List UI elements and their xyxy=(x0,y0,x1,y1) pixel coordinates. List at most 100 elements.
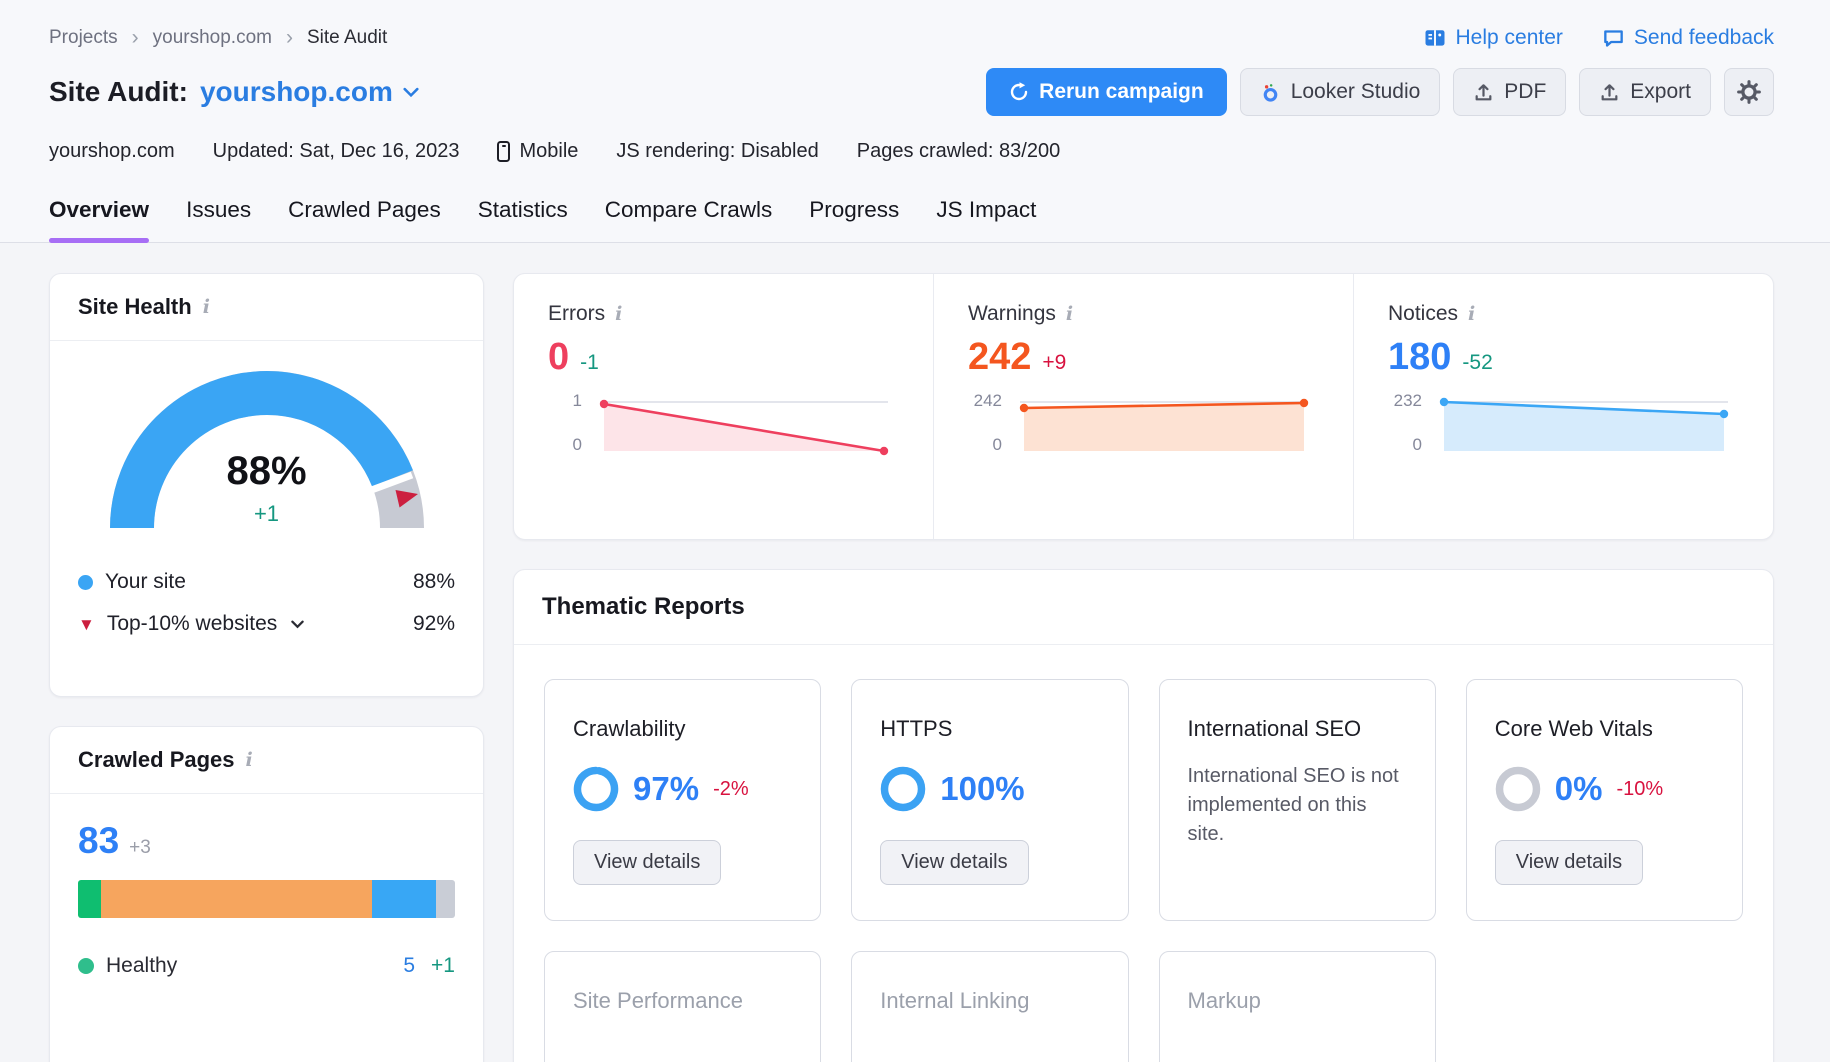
markup-title: Markup xyxy=(1187,988,1261,1013)
site-health-change: +1 xyxy=(253,501,280,526)
mobile-icon xyxy=(497,141,511,162)
core-web-vitals-change: -10% xyxy=(1616,777,1664,800)
legend-your-site-label: Your site xyxy=(105,570,186,593)
tab-crawled-pages[interactable]: Crawled Pages xyxy=(288,197,441,222)
legend-top10-value: 92% xyxy=(412,612,455,635)
rerun-campaign-button[interactable]: Rerun campaign xyxy=(986,68,1227,116)
bar-segment-issues[interactable] xyxy=(100,880,373,918)
crawled-pages-change: +3 xyxy=(129,837,151,858)
rerun-campaign-label: Rerun campaign xyxy=(1039,80,1204,103)
https-view-details-button[interactable]: View details xyxy=(880,840,1029,885)
meta-device-label: Mobile xyxy=(519,140,579,162)
crawlability-card: Crawlability 97% -2% View details xyxy=(544,679,822,921)
page-title-prefix: Site Audit: xyxy=(49,76,188,107)
breadcrumb-separator-icon: › xyxy=(285,26,293,49)
crawlability-title: Crawlability xyxy=(573,716,686,741)
tab-statistics[interactable]: Statistics xyxy=(477,197,568,222)
markup-card: Markup xyxy=(1158,951,1436,1062)
export-label: Export xyxy=(1630,80,1691,103)
info-icon[interactable]: i xyxy=(1468,302,1476,325)
page-title: Site Audit: yourshop.com xyxy=(49,76,419,108)
breadcrumb-projects[interactable]: Projects xyxy=(49,27,118,48)
warnings-axis-top: 242 xyxy=(973,391,1002,410)
book-icon xyxy=(1424,29,1446,48)
warnings-metric: Warnings i 242 +9 242 0 xyxy=(933,274,1353,539)
breadcrumb-current: Site Audit xyxy=(306,27,388,48)
project-selector-label: yourshop.com xyxy=(199,76,393,107)
speech-bubble-icon xyxy=(1603,29,1624,48)
green-dot-icon xyxy=(78,958,94,974)
warnings-label: Warnings xyxy=(968,302,1056,325)
donut-ring-icon xyxy=(1495,766,1541,812)
donut-ring-icon xyxy=(880,766,926,812)
project-selector[interactable]: yourshop.com xyxy=(200,76,419,108)
healthy-count-link[interactable]: 5 xyxy=(403,954,416,977)
send-feedback-link[interactable]: Send feedback xyxy=(1603,26,1774,50)
thematic-reports-card: Thematic Reports Crawlability 97% -2% Vi… xyxy=(513,569,1774,1062)
crawled-pages-card: Crawled Pages i 83 +3 Healthy 5 xyxy=(49,726,484,1062)
chevron-down-icon[interactable] xyxy=(291,620,304,629)
crawlability-change: -2% xyxy=(713,777,749,800)
info-icon[interactable]: i xyxy=(202,295,210,318)
breadcrumb-project[interactable]: yourshop.com xyxy=(152,27,272,48)
internal-linking-title: Internal Linking xyxy=(880,988,1030,1013)
errors-change: -1 xyxy=(580,351,599,374)
crawled-pages-stacked-bar[interactable] xyxy=(78,880,455,918)
site-health-title: Site Health xyxy=(78,294,192,319)
site-performance-card: Site Performance xyxy=(544,951,822,1062)
notices-metric: Notices i 180 -52 232 0 xyxy=(1353,274,1773,539)
crawlability-view-details-button[interactable]: View details xyxy=(573,840,722,885)
https-card: HTTPS 100% View details xyxy=(851,679,1129,921)
looker-studio-button[interactable]: Looker Studio xyxy=(1239,68,1441,116)
info-icon[interactable]: i xyxy=(1065,302,1074,325)
blue-dot-icon xyxy=(78,574,93,590)
donut-ring-icon xyxy=(573,766,619,812)
tab-issues[interactable]: Issues xyxy=(186,197,252,222)
issues-summary-card: Errors i 0 -1 1 0 xyxy=(513,273,1774,540)
warnings-value: 242 xyxy=(968,336,1032,378)
info-icon[interactable]: i xyxy=(245,748,253,771)
core-web-vitals-title: Core Web Vitals xyxy=(1494,716,1653,741)
legend-top10-websites: ▼ Top-10% websites 92% xyxy=(78,603,455,645)
legend-your-site: Your site 88% xyxy=(78,561,455,603)
international-seo-title: International SEO xyxy=(1187,716,1362,741)
campaign-meta: yourshop.com Updated: Sat, Dec 16, 2023 … xyxy=(49,140,1774,163)
meta-pages-crawled: Pages crawled: 83/200 xyxy=(856,140,1061,162)
tab-progress[interactable]: Progress xyxy=(809,197,900,222)
export-button[interactable]: Export xyxy=(1579,68,1711,116)
send-feedback-label: Send feedback xyxy=(1633,26,1774,49)
info-icon[interactable]: i xyxy=(615,302,623,325)
tab-compare-crawls[interactable]: Compare Crawls xyxy=(604,197,773,222)
upload-icon xyxy=(1599,82,1620,103)
site-health-score: 88% xyxy=(226,449,307,493)
legend-top10-label: Top-10% websites xyxy=(106,612,278,635)
https-value: 100% xyxy=(940,770,1025,807)
notices-axis-top: 232 xyxy=(1393,391,1422,410)
bar-segment-healthy[interactable] xyxy=(78,880,101,918)
help-center-link[interactable]: Help center xyxy=(1424,26,1563,50)
warnings-trend-chart: 242 0 xyxy=(968,391,1323,459)
errors-axis-top: 1 xyxy=(572,391,582,410)
notices-change: -52 xyxy=(1462,351,1493,374)
bar-segment-other[interactable] xyxy=(436,880,455,918)
meta-js-rendering: JS rendering: Disabled xyxy=(616,140,819,162)
meta-domain: yourshop.com xyxy=(49,140,175,162)
core-web-vitals-view-details-button[interactable]: View details xyxy=(1494,840,1644,885)
healthy-count-change: +1 xyxy=(431,954,455,977)
pdf-button[interactable]: PDF xyxy=(1453,68,1567,116)
refresh-icon xyxy=(1009,82,1029,102)
core-web-vitals-card: Core Web Vitals 0% -10% View details xyxy=(1465,679,1743,921)
red-triangle-down-icon: ▼ xyxy=(78,614,95,634)
page-header: Projects › yourshop.com › Site Audit Hel… xyxy=(0,0,1830,243)
internal-linking-card: Internal Linking xyxy=(851,951,1129,1062)
errors-metric: Errors i 0 -1 1 0 xyxy=(514,274,933,539)
upload-icon xyxy=(1473,82,1494,103)
tab-overview[interactable]: Overview xyxy=(49,197,150,243)
bar-segment-redirects[interactable] xyxy=(372,880,437,918)
tab-js-impact[interactable]: JS Impact xyxy=(936,197,1037,222)
legend-your-site-value: 88% xyxy=(412,570,455,593)
looker-studio-label: Looker Studio xyxy=(1290,80,1421,103)
tabs-bar: Overview Issues Crawled Pages Statistics… xyxy=(0,197,1830,243)
settings-button[interactable] xyxy=(1724,68,1774,116)
errors-label: Errors xyxy=(548,302,606,325)
